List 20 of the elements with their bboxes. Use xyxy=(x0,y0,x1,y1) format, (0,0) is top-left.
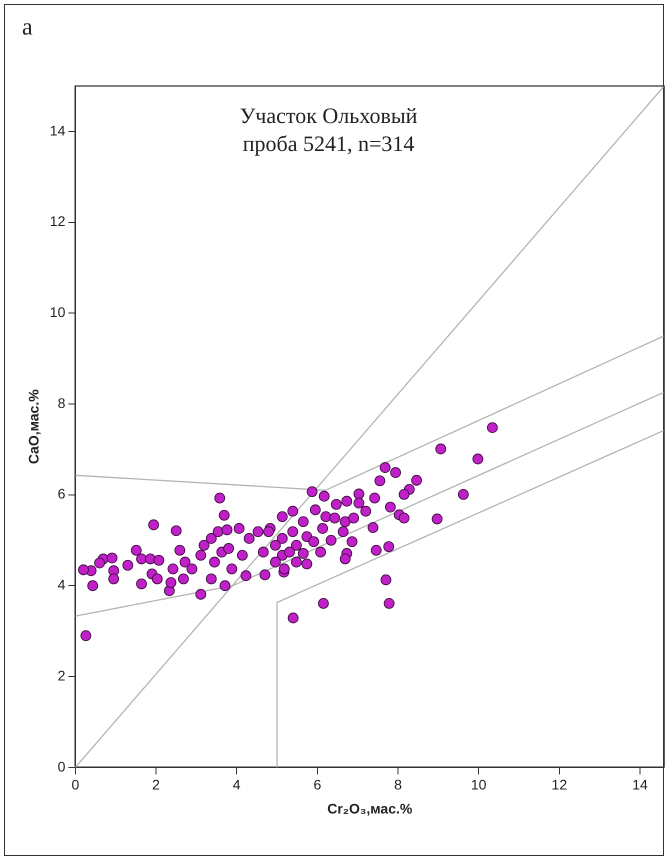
x-tick-label: 12 xyxy=(552,776,568,793)
x-tick-label: 0 xyxy=(71,776,80,793)
x-axis-title: Cr₂O₃,мас.% xyxy=(327,800,413,816)
annotation: Участок Ольховый проба 5241, n=314 xyxy=(240,102,418,156)
y-tick-label: 4 xyxy=(58,576,66,593)
y-tick-label: 12 xyxy=(50,213,66,230)
y-tick-label: 14 xyxy=(50,122,66,138)
x-tick-label: 8 xyxy=(394,776,402,793)
text: а xyxy=(22,14,33,40)
x-tick-label: 6 xyxy=(313,776,322,793)
y-tick-label: 10 xyxy=(50,304,66,320)
y-tick-label: 8 xyxy=(58,394,66,411)
x-tick-label: 14 xyxy=(632,776,648,793)
x-tick-label: 2 xyxy=(152,776,160,793)
y-axis-title: CaO,мас.% xyxy=(25,388,42,464)
x-tick-label: 10 xyxy=(470,776,487,793)
y-tick-label: 0 xyxy=(58,758,66,774)
x-tick-label: 4 xyxy=(232,776,241,793)
y-tick-label: 6 xyxy=(58,486,66,502)
y-tick-label: 2 xyxy=(58,667,66,684)
